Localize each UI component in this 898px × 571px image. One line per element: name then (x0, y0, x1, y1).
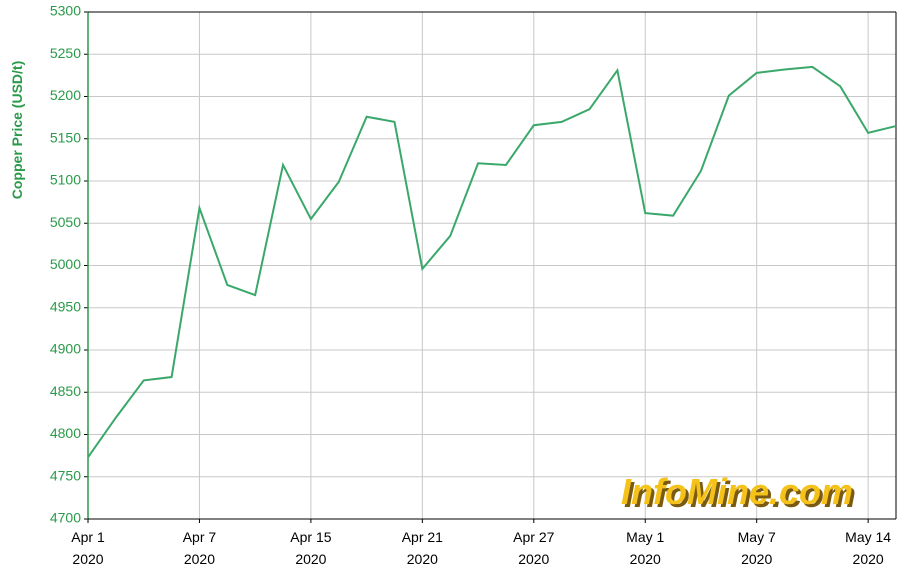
x-tick-label: 2020 (518, 551, 549, 567)
y-tick-label: 4850 (50, 383, 81, 399)
x-tick-label: May 1 (626, 529, 664, 545)
x-tick-label: 2020 (72, 551, 103, 567)
y-tick-label: 5150 (50, 129, 81, 145)
x-tick-label: 2020 (630, 551, 661, 567)
series-line (87, 65, 897, 458)
y-tick-label: 5300 (50, 3, 81, 19)
x-tick-label: 2020 (295, 551, 326, 567)
x-tick-label: May 14 (845, 529, 891, 545)
x-tick-label: Apr 1 (71, 529, 105, 545)
x-tick-label: Apr 27 (513, 529, 554, 545)
y-tick-label: 4700 (50, 510, 81, 526)
y-tick-label: 5200 (50, 87, 81, 103)
y-tick-label: 5250 (50, 45, 81, 61)
x-tick-label: 2020 (407, 551, 438, 567)
y-tick-label: 4900 (50, 341, 81, 357)
y-axis-label: Copper Price (USD/t) (9, 61, 25, 199)
y-tick-label: 4750 (50, 467, 81, 483)
x-tick-label: 2020 (741, 551, 772, 567)
x-tick-label: 2020 (184, 551, 215, 567)
watermark-shadow: InfoMine.com (624, 474, 856, 515)
x-tick-label: May 7 (738, 529, 776, 545)
watermark-text: InfoMine.com (621, 471, 853, 512)
x-tick-label: Apr 7 (183, 529, 217, 545)
x-tick-label: 2020 (853, 551, 884, 567)
y-tick-label: 5000 (50, 256, 81, 272)
x-tick-label: Apr 21 (402, 529, 443, 545)
y-tick-label: 4800 (50, 425, 81, 441)
y-tick-label: 4950 (50, 298, 81, 314)
x-tick-label: Apr 15 (290, 529, 331, 545)
y-tick-label: 5050 (50, 214, 81, 230)
y-tick-label: 5100 (50, 172, 81, 188)
